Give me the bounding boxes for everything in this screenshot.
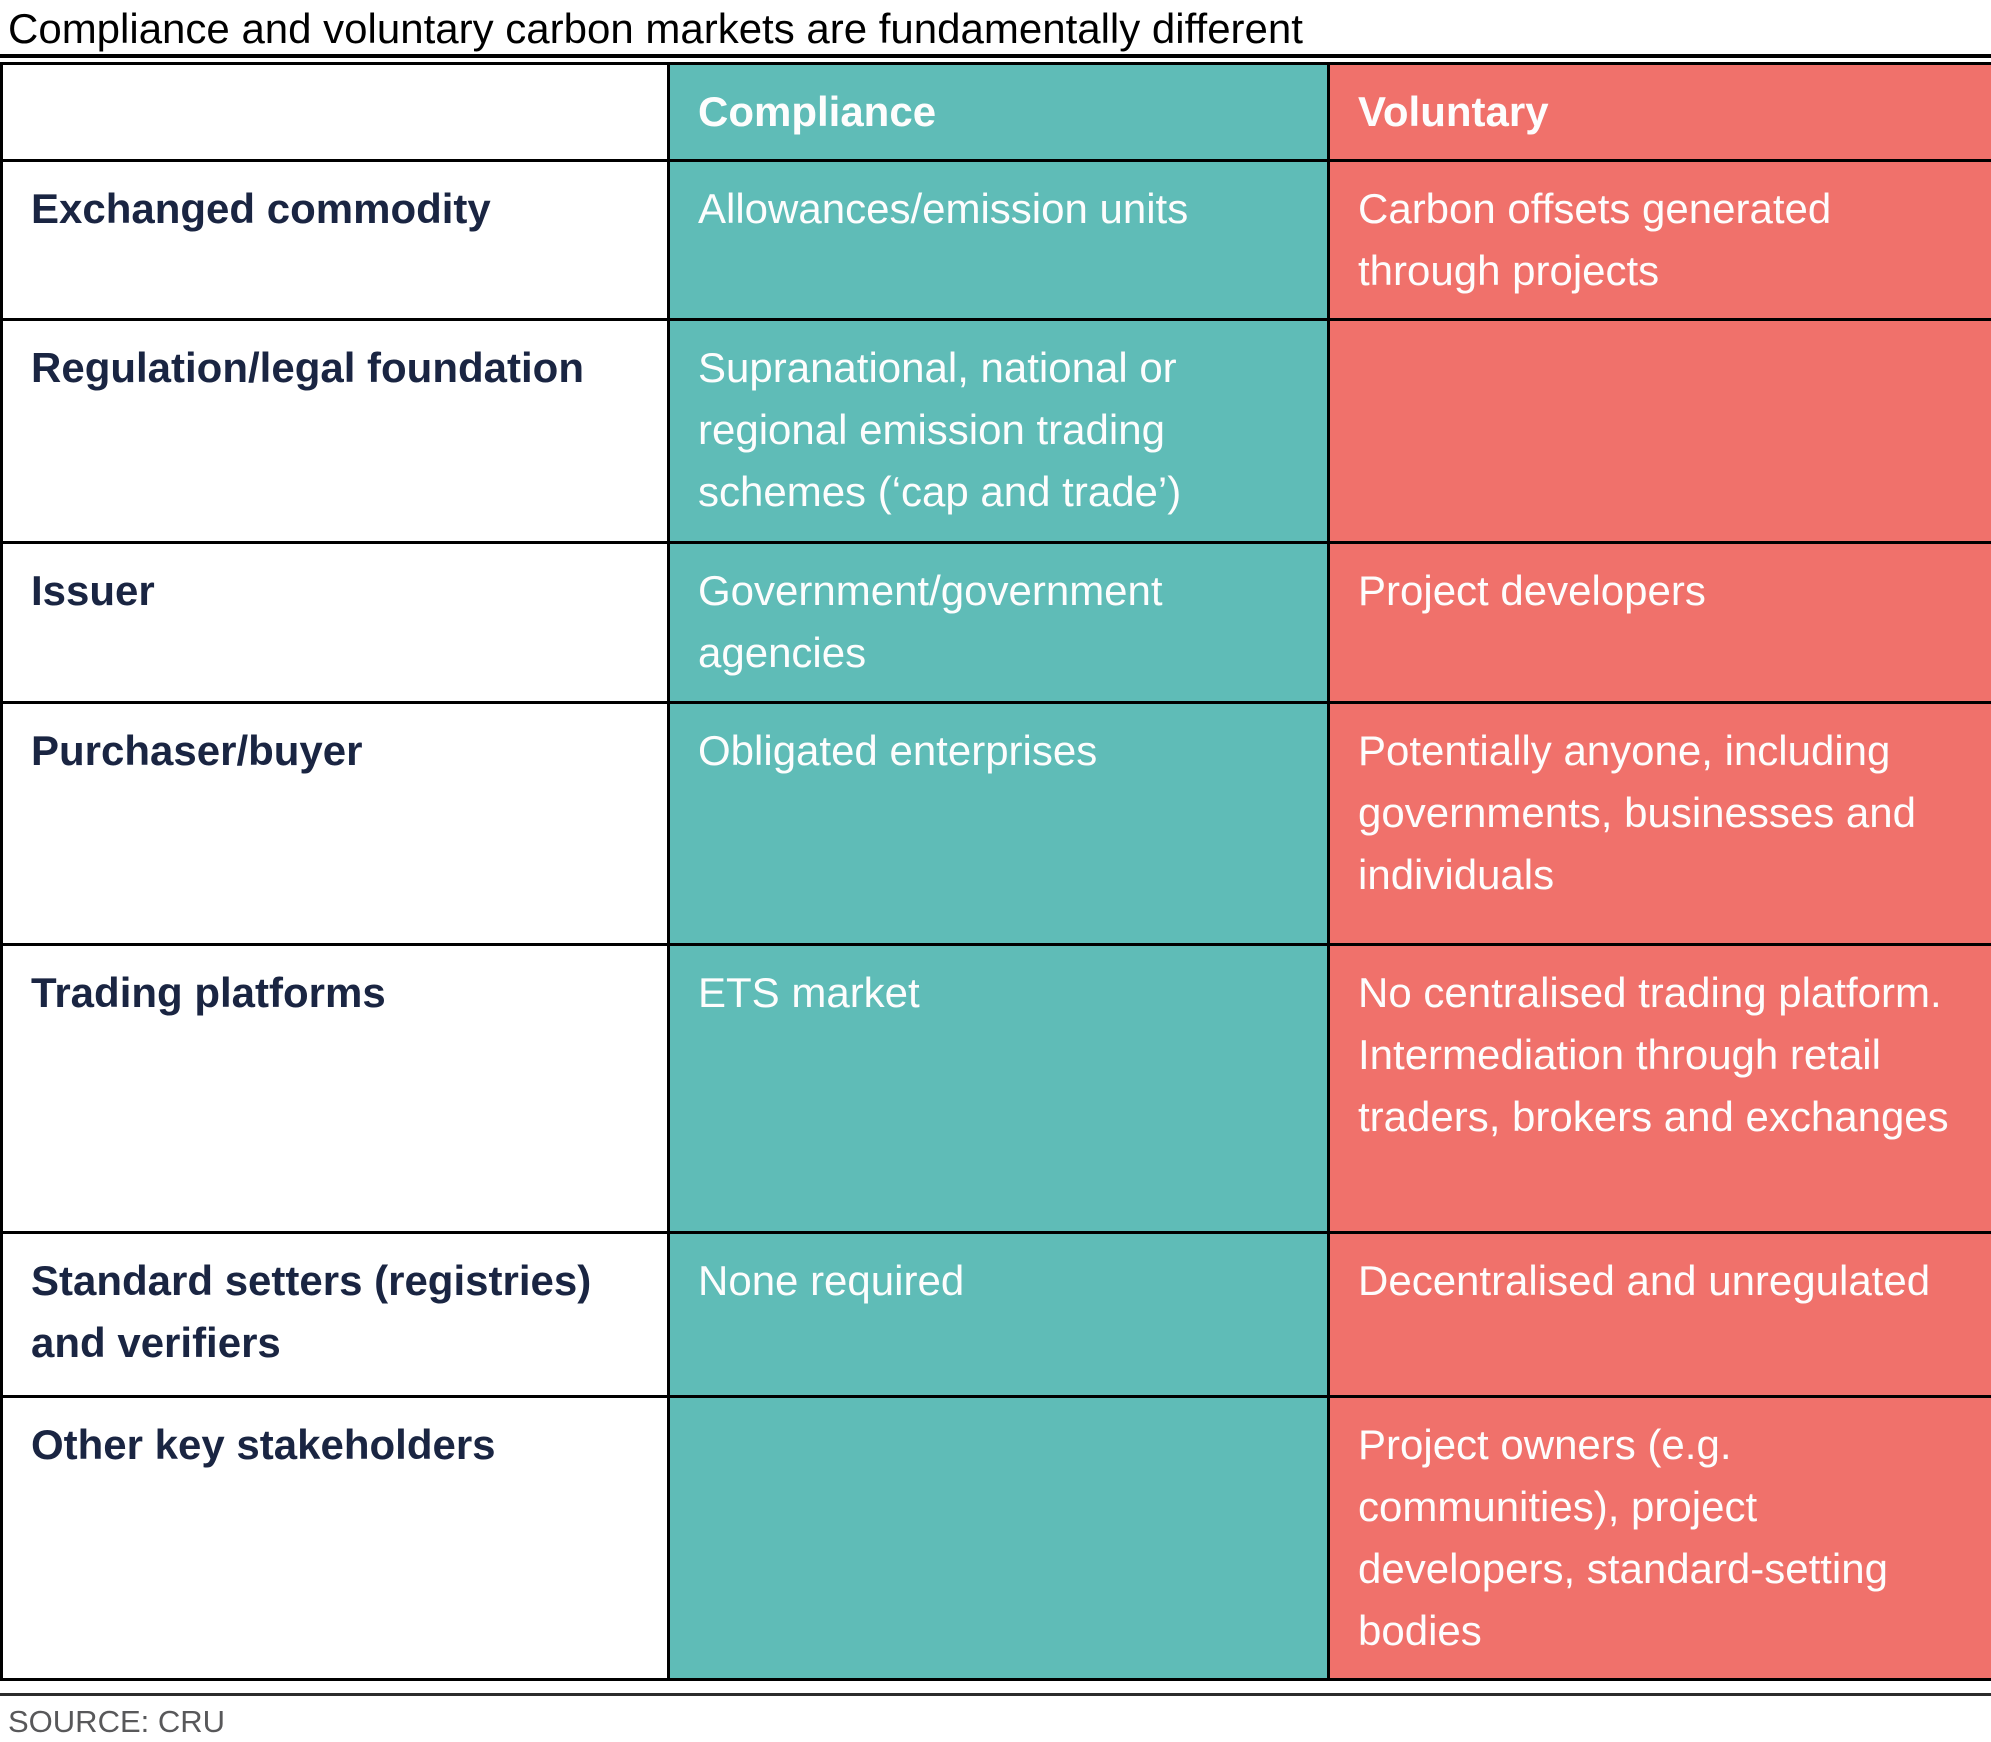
row-standard-setters: Standard setters (registries) and verifi… (2, 1233, 1991, 1397)
cell-exchanged-commodity-compliance: Allowances/emission units (669, 161, 1329, 320)
row-exchanged-commodity: Exchanged commodity Allowances/emission … (2, 161, 1991, 320)
figure-title: Compliance and voluntary carbon markets … (0, 0, 1991, 54)
row-trading-platforms: Trading platforms ETS market No centrali… (2, 945, 1991, 1233)
column-header-compliance: Compliance (669, 64, 1329, 161)
cell-trading-compliance: ETS market (669, 945, 1329, 1233)
cell-purchaser-voluntary: Potentially anyone, including government… (1329, 703, 1991, 945)
row-label-regulation-legal-foundation: Regulation/legal foundation (2, 320, 669, 543)
source-attribution: SOURCE: CRU (0, 1696, 1991, 1742)
comparison-table: Compliance Voluntary Exchanged commodity… (0, 62, 1991, 1681)
row-other-key-stakeholders: Other key stakeholders Project owners (e… (2, 1397, 1991, 1680)
cell-standard-setters-voluntary: Decentralised and unregulated (1329, 1233, 1991, 1397)
cell-trading-voluntary: No centralised trading platform. Interme… (1329, 945, 1991, 1233)
corner-cell (2, 64, 669, 161)
row-label-purchaser-buyer: Purchaser/buyer (2, 703, 669, 945)
cell-exchanged-commodity-voluntary: Carbon offsets generated through project… (1329, 161, 1991, 320)
figure-footer: SOURCE: CRU (0, 1693, 1991, 1742)
cell-purchaser-compliance: Obligated enterprises (669, 703, 1329, 945)
header-row: Compliance Voluntary (2, 64, 1991, 161)
cell-other-stakeholders-compliance (669, 1397, 1329, 1680)
column-header-voluntary: Voluntary (1329, 64, 1991, 161)
row-purchaser-buyer: Purchaser/buyer Obligated enterprises Po… (2, 703, 1991, 945)
cell-issuer-compliance: Government/government agencies (669, 543, 1329, 703)
cell-regulation-voluntary (1329, 320, 1991, 543)
cell-issuer-voluntary: Project developers (1329, 543, 1991, 703)
cell-other-stakeholders-voluntary: Project owners (e.g. communities), proje… (1329, 1397, 1991, 1680)
cell-standard-setters-compliance: None required (669, 1233, 1329, 1397)
cell-regulation-compliance: Supranational, national or regional emis… (669, 320, 1329, 543)
row-label-exchanged-commodity: Exchanged commodity (2, 161, 669, 320)
figure-page: Compliance and voluntary carbon markets … (0, 0, 1991, 1706)
row-regulation-legal-foundation: Regulation/legal foundation Supranationa… (2, 320, 1991, 543)
row-label-issuer: Issuer (2, 543, 669, 703)
row-label-other-key-stakeholders: Other key stakeholders (2, 1397, 669, 1680)
row-label-standard-setters: Standard setters (registries) and verifi… (2, 1233, 669, 1397)
row-issuer: Issuer Government/government agencies Pr… (2, 543, 1991, 703)
row-label-trading-platforms: Trading platforms (2, 945, 669, 1233)
